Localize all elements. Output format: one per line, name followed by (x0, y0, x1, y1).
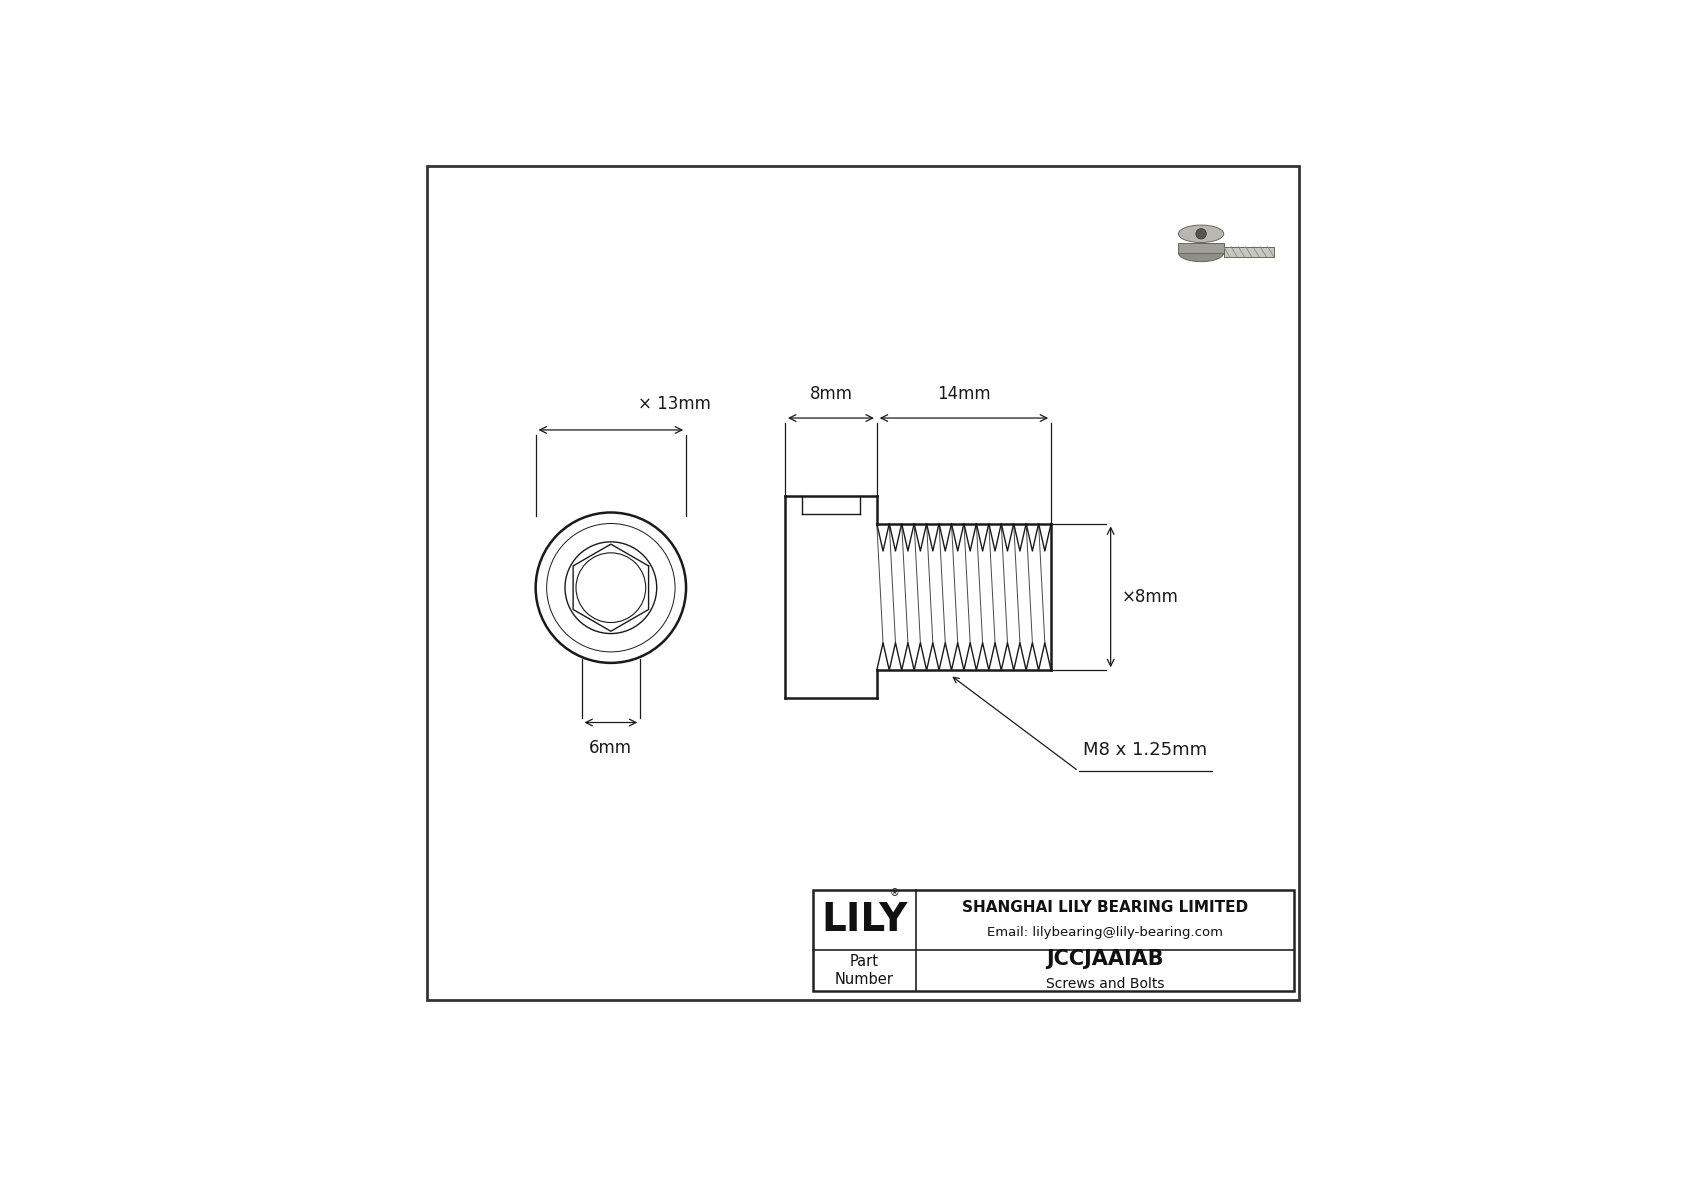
Polygon shape (1179, 243, 1224, 252)
Bar (813, 891, 1293, 991)
Text: JCCJAAIAB: JCCJAAIAB (1046, 949, 1164, 968)
Text: SHANGHAI LILY BEARING LIMITED: SHANGHAI LILY BEARING LIMITED (962, 899, 1248, 915)
Ellipse shape (1179, 225, 1224, 243)
Circle shape (1196, 229, 1206, 239)
Text: 14mm: 14mm (936, 386, 990, 404)
Text: × 13mm: × 13mm (638, 395, 711, 413)
Text: Part
Number: Part Number (835, 954, 894, 987)
Text: M8 x 1.25mm: M8 x 1.25mm (1083, 741, 1207, 759)
Text: LILY: LILY (822, 902, 908, 940)
Text: ®: ® (889, 887, 899, 898)
Polygon shape (1224, 247, 1275, 257)
Text: 8mm: 8mm (810, 386, 852, 404)
Ellipse shape (1179, 244, 1224, 262)
Text: 6mm: 6mm (589, 738, 633, 757)
Text: Email: lilybearing@lily-bearing.com: Email: lilybearing@lily-bearing.com (987, 925, 1223, 939)
Text: ×8mm: ×8mm (1122, 588, 1179, 606)
Text: Screws and Bolts: Screws and Bolts (1046, 978, 1164, 991)
